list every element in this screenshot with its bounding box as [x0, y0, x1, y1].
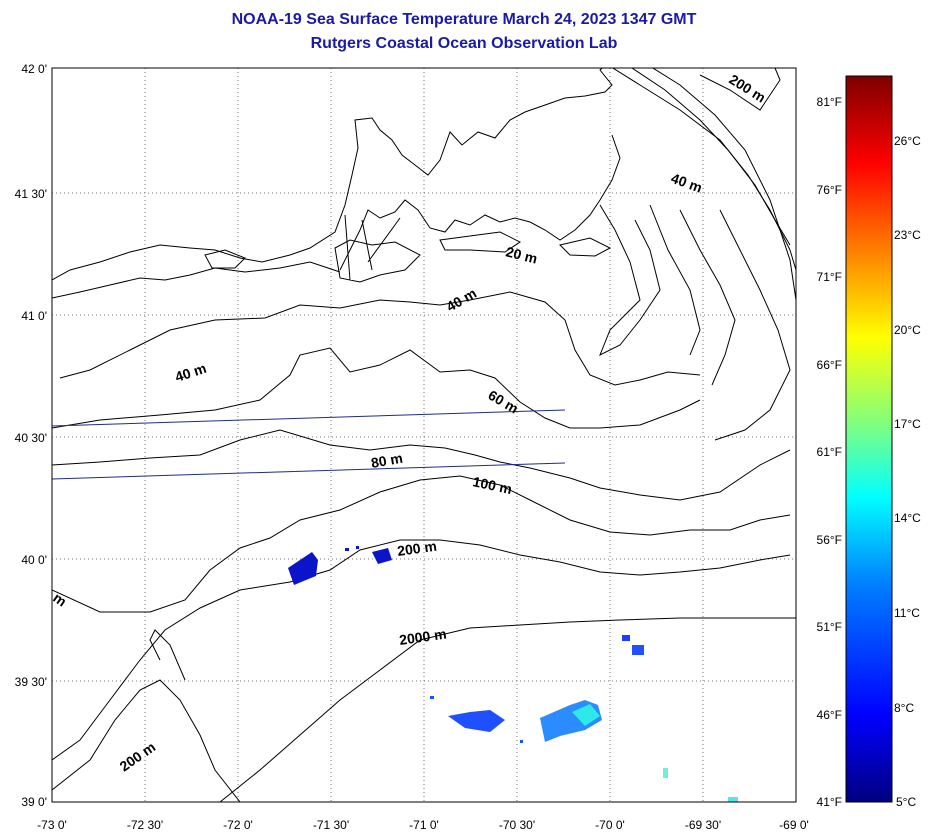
x-tick-label: -71 0' — [409, 818, 439, 832]
map-frame — [51, 67, 797, 803]
x-tick-label: -71 30' — [313, 818, 349, 832]
x-tick-label: -73 0' — [37, 818, 67, 832]
coastline — [52, 68, 621, 281]
contour-label: 20 m — [504, 243, 539, 266]
y-tick-label: 39 0' — [21, 795, 47, 809]
x-tick-label: -70 0' — [595, 818, 625, 832]
sst-data — [288, 546, 738, 802]
depth-contours — [52, 68, 796, 802]
contour-label: m — [50, 589, 69, 609]
colorbar-c-label: 5°C — [896, 795, 916, 809]
colorbar-gradient — [845, 75, 893, 803]
colorbar-c-label: 26°C — [894, 134, 921, 148]
map-subtitle: Rutgers Coastal Ocean Observation Lab — [310, 35, 618, 52]
contour-label: 100 m — [471, 473, 513, 497]
y-tick-label: 41 0' — [21, 309, 47, 323]
cape-shoals — [599, 68, 796, 441]
colorbar-f-label: 56°F — [817, 533, 842, 547]
colorbar-f-label: 61°F — [817, 445, 842, 459]
colorbar-c-label: 17°C — [894, 417, 921, 431]
colorbar: 81°F 76°F 71°F 66°F 61°F 56°F 51°F 46°F … — [817, 75, 921, 809]
colorbar-c-label: 23°C — [894, 228, 921, 242]
contour-label: 200 m — [117, 739, 159, 775]
x-tick-label: -72 0' — [223, 818, 253, 832]
y-tick-label: 40 30' — [15, 431, 47, 445]
contour-label: 2000 m — [398, 626, 447, 648]
map-features — [52, 68, 796, 802]
colorbar-f-label: 51°F — [817, 620, 842, 634]
colorbar-f-label: 71°F — [817, 270, 842, 284]
colorbar-c-label: 20°C — [894, 323, 921, 337]
colorbar-f-label: 76°F — [817, 183, 842, 197]
colorbar-f-label: 46°F — [817, 708, 842, 722]
contour-label: 200 m — [726, 71, 768, 106]
colorbar-f-label: 66°F — [817, 358, 842, 372]
contour-label: 40 m — [444, 285, 480, 315]
y-tick-label: 39 30' — [15, 675, 47, 689]
contour-label: 200 m — [396, 538, 438, 559]
map-title: NOAA-19 Sea Surface Temperature March 24… — [231, 11, 697, 28]
x-tick-label: -70 30' — [499, 818, 535, 832]
colorbar-c-label: 8°C — [894, 701, 914, 715]
contour-label: 80 m — [370, 450, 404, 471]
y-tick-label: 42 0' — [21, 62, 47, 76]
transect-lines — [52, 409, 566, 480]
x-tick-label: -69 30' — [685, 818, 721, 832]
y-tick-label: 40 0' — [21, 553, 47, 567]
x-tick-label: -72 30' — [127, 818, 163, 832]
grid-lines — [52, 68, 796, 802]
colorbar-c-label: 14°C — [894, 511, 921, 525]
y-axis-ticks: 42 0' 41 30' 41 0' 40 30' 40 0' 39 30' 3… — [15, 62, 47, 809]
x-axis-ticks: -73 0' -72 30' -72 0' -71 30' -71 0' -70… — [37, 818, 809, 832]
colorbar-c-label: 11°C — [894, 606, 920, 620]
contour-label: 40 m — [173, 360, 208, 385]
coastline-islands — [204, 214, 612, 283]
contour-label: 40 m — [669, 170, 704, 196]
colorbar-f-label: 41°F — [817, 795, 842, 809]
x-tick-label: -69 0' — [779, 818, 809, 832]
y-tick-label: 41 30' — [15, 187, 47, 201]
colorbar-fahrenheit-labels: 81°F 76°F 71°F 66°F 61°F 56°F 51°F 46°F … — [817, 95, 842, 809]
colorbar-celsius-labels: 26°C 23°C 20°C 17°C 14°C 11°C 8°C 5°C — [894, 134, 921, 809]
colorbar-f-label: 81°F — [817, 95, 842, 109]
